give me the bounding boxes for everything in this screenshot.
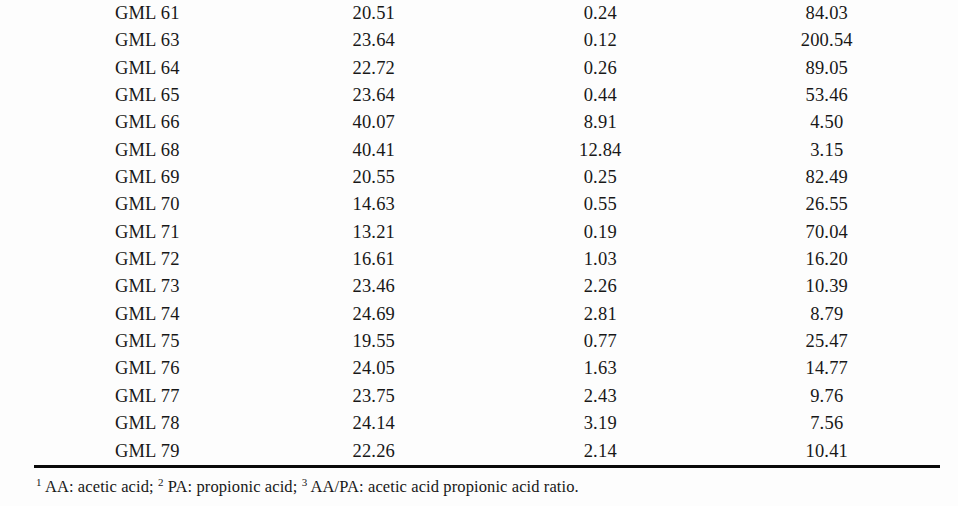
value-cell: 23.64 [261,82,488,109]
value-cell: 14.63 [261,191,488,218]
value-cell: 0.44 [487,82,714,109]
value-cell: 0.77 [487,328,714,355]
value-cell: 200.54 [714,27,941,54]
value-cell: 3.15 [714,137,941,164]
table-row: GML 7723.752.439.76 [34,383,940,410]
sample-data-table: GML 6120.510.2484.03GML 6323.640.12200.5… [34,0,940,468]
table-row: GML 6120.510.2484.03 [34,0,940,27]
value-cell: 53.46 [714,82,941,109]
value-cell: 23.64 [261,27,488,54]
value-cell: 1.63 [487,355,714,382]
value-cell: 9.76 [714,383,941,410]
value-cell: 24.14 [261,410,488,437]
value-cell: 70.04 [714,219,941,246]
value-cell: 24.05 [261,355,488,382]
table-row: GML 6422.720.2689.05 [34,55,940,82]
value-cell: 12.84 [487,137,714,164]
table-row: GML 7424.692.818.79 [34,301,940,328]
sample-id-cell: GML 64 [34,55,261,82]
value-cell: 0.24 [487,0,714,27]
value-cell: 40.41 [261,137,488,164]
value-cell: 20.55 [261,164,488,191]
value-cell: 7.56 [714,410,941,437]
table-row: GML 6920.550.2582.49 [34,164,940,191]
value-cell: 13.21 [261,219,488,246]
value-cell: 26.55 [714,191,941,218]
value-cell: 20.51 [261,0,488,27]
table-row: GML 6640.078.914.50 [34,109,940,136]
sample-id-cell: GML 75 [34,328,261,355]
sample-data-table-wrap: GML 6120.510.2484.03GML 6323.640.12200.5… [34,0,940,468]
value-cell: 40.07 [261,109,488,136]
value-cell: 23.75 [261,383,488,410]
table-body: GML 6120.510.2484.03GML 6323.640.12200.5… [34,0,940,466]
sample-id-cell: GML 78 [34,410,261,437]
sample-id-cell: GML 79 [34,438,261,467]
value-cell: 22.72 [261,55,488,82]
value-cell: 4.50 [714,109,941,136]
sample-id-cell: GML 66 [34,109,261,136]
value-cell: 23.46 [261,273,488,300]
sample-id-cell: GML 65 [34,82,261,109]
value-cell: 22.26 [261,438,488,467]
value-cell: 89.05 [714,55,941,82]
sample-id-cell: GML 68 [34,137,261,164]
sample-id-cell: GML 74 [34,301,261,328]
table-row: GML 7824.143.197.56 [34,410,940,437]
value-cell: 2.26 [487,273,714,300]
sample-id-cell: GML 72 [34,246,261,273]
value-cell: 25.47 [714,328,941,355]
sample-id-cell: GML 76 [34,355,261,382]
value-cell: 0.19 [487,219,714,246]
value-cell: 8.79 [714,301,941,328]
sample-id-cell: GML 61 [34,0,261,27]
value-cell: 0.26 [487,55,714,82]
table-footnote: 1 AA: acetic acid; 2 PA: propionic acid;… [36,476,579,498]
table-row: GML 6840.4112.843.15 [34,137,940,164]
sample-id-cell: GML 69 [34,164,261,191]
value-cell: 82.49 [714,164,941,191]
table-row: GML 6323.640.12200.54 [34,27,940,54]
value-cell: 84.03 [714,0,941,27]
value-cell: 19.55 [261,328,488,355]
value-cell: 10.39 [714,273,941,300]
sample-id-cell: GML 77 [34,383,261,410]
value-cell: 0.25 [487,164,714,191]
value-cell: 0.12 [487,27,714,54]
value-cell: 24.69 [261,301,488,328]
footnote-superscript: 1 [36,476,42,488]
value-cell: 8.91 [487,109,714,136]
sample-id-cell: GML 63 [34,27,261,54]
value-cell: 2.14 [487,438,714,467]
value-cell: 0.55 [487,191,714,218]
footnote-superscript: 3 [302,476,308,488]
table-row: GML 7216.611.0316.20 [34,246,940,273]
value-cell: 10.41 [714,438,941,467]
table-row: GML 7113.210.1970.04 [34,219,940,246]
value-cell: 2.81 [487,301,714,328]
table-row: GML 7624.051.6314.77 [34,355,940,382]
sample-id-cell: GML 70 [34,191,261,218]
value-cell: 3.19 [487,410,714,437]
value-cell: 16.20 [714,246,941,273]
table-row: GML 7922.262.1410.41 [34,438,940,467]
value-cell: 14.77 [714,355,941,382]
sample-id-cell: GML 73 [34,273,261,300]
footnote-superscript: 2 [158,476,164,488]
table-row: GML 6523.640.4453.46 [34,82,940,109]
table-row: GML 7014.630.5526.55 [34,191,940,218]
table-row: GML 7323.462.2610.39 [34,273,940,300]
value-cell: 16.61 [261,246,488,273]
value-cell: 2.43 [487,383,714,410]
value-cell: 1.03 [487,246,714,273]
table-row: GML 7519.550.7725.47 [34,328,940,355]
sample-id-cell: GML 71 [34,219,261,246]
